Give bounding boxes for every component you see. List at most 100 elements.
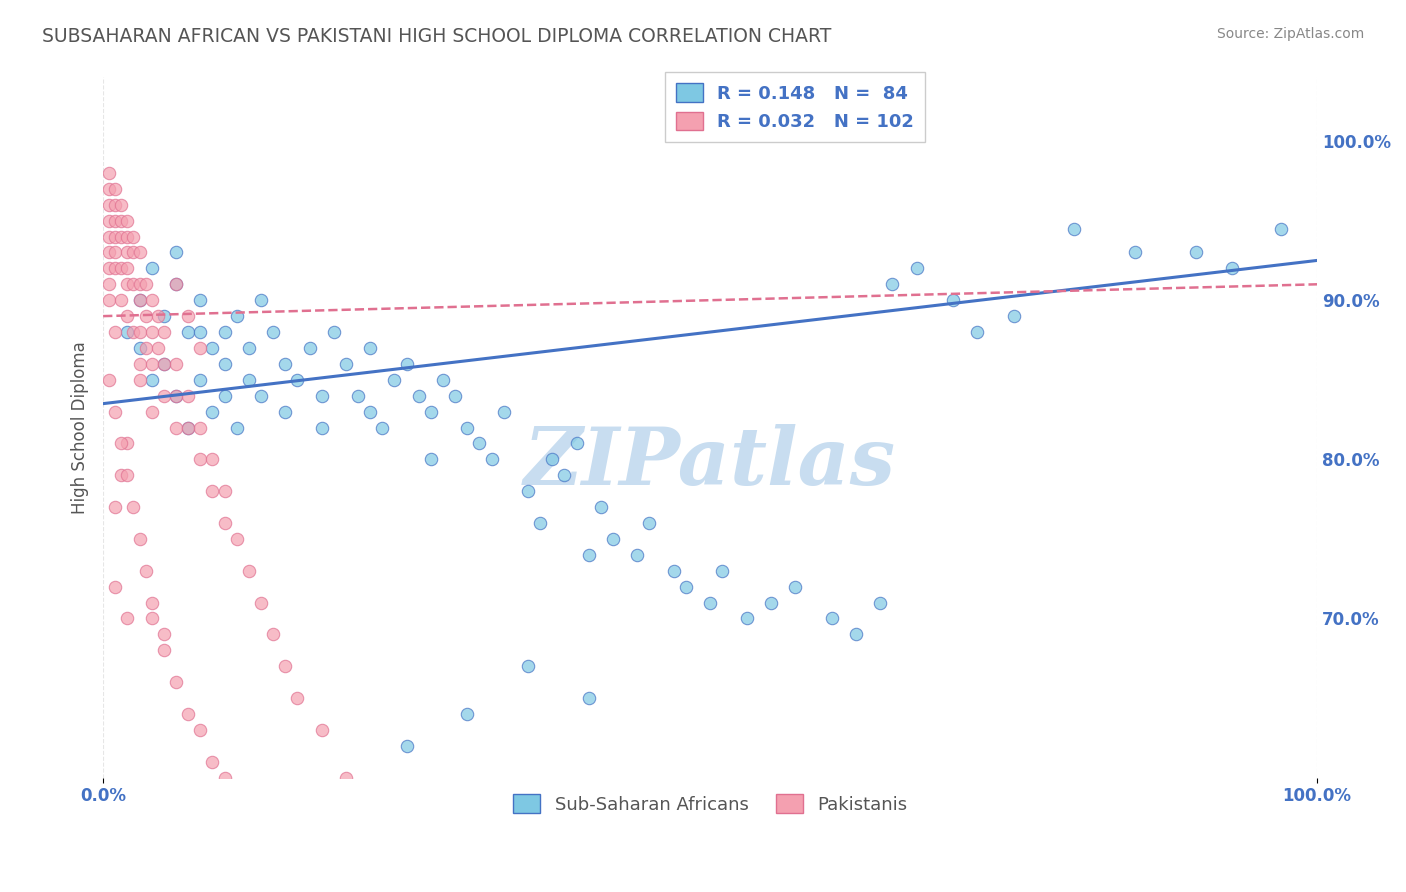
Point	[1002, 309, 1025, 323]
Point	[456, 706, 478, 721]
Point	[820, 611, 842, 625]
Point	[311, 389, 333, 403]
Point	[238, 373, 260, 387]
Point	[359, 404, 381, 418]
Point	[117, 245, 139, 260]
Point	[141, 611, 163, 625]
Point	[141, 261, 163, 276]
Point	[104, 182, 127, 196]
Point	[110, 468, 132, 483]
Point	[553, 468, 575, 483]
Point	[104, 325, 127, 339]
Point	[384, 373, 406, 387]
Point	[188, 373, 211, 387]
Point	[214, 516, 236, 530]
Point	[165, 675, 187, 690]
Point	[141, 325, 163, 339]
Point	[122, 500, 145, 514]
Point	[517, 484, 540, 499]
Point	[578, 548, 600, 562]
Point	[135, 309, 157, 323]
Point	[250, 842, 273, 856]
Point	[188, 420, 211, 434]
Point	[128, 325, 150, 339]
Point	[201, 404, 224, 418]
Point	[1184, 245, 1206, 260]
Point	[1270, 221, 1292, 235]
Point	[238, 818, 260, 832]
Point	[662, 564, 685, 578]
Point	[177, 420, 200, 434]
Point	[141, 373, 163, 387]
Point	[104, 500, 127, 514]
Point	[359, 802, 381, 816]
Point	[225, 309, 247, 323]
Point	[128, 293, 150, 308]
Point	[104, 404, 127, 418]
Point	[347, 389, 370, 403]
Point	[201, 755, 224, 769]
Point	[165, 245, 187, 260]
Point	[177, 420, 200, 434]
Point	[128, 373, 150, 387]
Point	[335, 771, 357, 785]
Point	[117, 277, 139, 292]
Point	[98, 182, 121, 196]
Point	[298, 341, 321, 355]
Point	[287, 691, 309, 706]
Point	[759, 595, 782, 609]
Point	[250, 595, 273, 609]
Point	[135, 564, 157, 578]
Point	[322, 325, 344, 339]
Point	[517, 659, 540, 673]
Point	[110, 293, 132, 308]
Point	[165, 420, 187, 434]
Point	[492, 404, 515, 418]
Point	[541, 452, 564, 467]
Legend: Sub-Saharan Africans, Pakistanis: Sub-Saharan Africans, Pakistanis	[502, 783, 918, 824]
Point	[153, 389, 176, 403]
Point	[214, 389, 236, 403]
Point	[177, 309, 200, 323]
Text: Source: ZipAtlas.com: Source: ZipAtlas.com	[1216, 27, 1364, 41]
Point	[104, 580, 127, 594]
Point	[122, 277, 145, 292]
Point	[153, 309, 176, 323]
Point	[165, 389, 187, 403]
Point	[117, 611, 139, 625]
Point	[128, 245, 150, 260]
Point	[225, 532, 247, 546]
Point	[274, 659, 297, 673]
Point	[262, 866, 284, 880]
Point	[122, 325, 145, 339]
Point	[845, 627, 868, 641]
Point	[98, 213, 121, 227]
Point	[1220, 261, 1243, 276]
Point	[432, 373, 454, 387]
Point	[456, 420, 478, 434]
Point	[165, 389, 187, 403]
Point	[638, 516, 661, 530]
Point	[117, 213, 139, 227]
Point	[110, 213, 132, 227]
Point	[177, 325, 200, 339]
Point	[395, 850, 418, 864]
Point	[214, 325, 236, 339]
Point	[165, 277, 187, 292]
Point	[565, 436, 588, 450]
Point	[942, 293, 965, 308]
Point	[117, 436, 139, 450]
Point	[128, 357, 150, 371]
Point	[104, 261, 127, 276]
Point	[882, 277, 904, 292]
Point	[104, 245, 127, 260]
Point	[104, 229, 127, 244]
Point	[177, 706, 200, 721]
Point	[274, 404, 297, 418]
Point	[214, 484, 236, 499]
Point	[98, 277, 121, 292]
Point	[135, 341, 157, 355]
Point	[117, 325, 139, 339]
Point	[141, 293, 163, 308]
Point	[110, 229, 132, 244]
